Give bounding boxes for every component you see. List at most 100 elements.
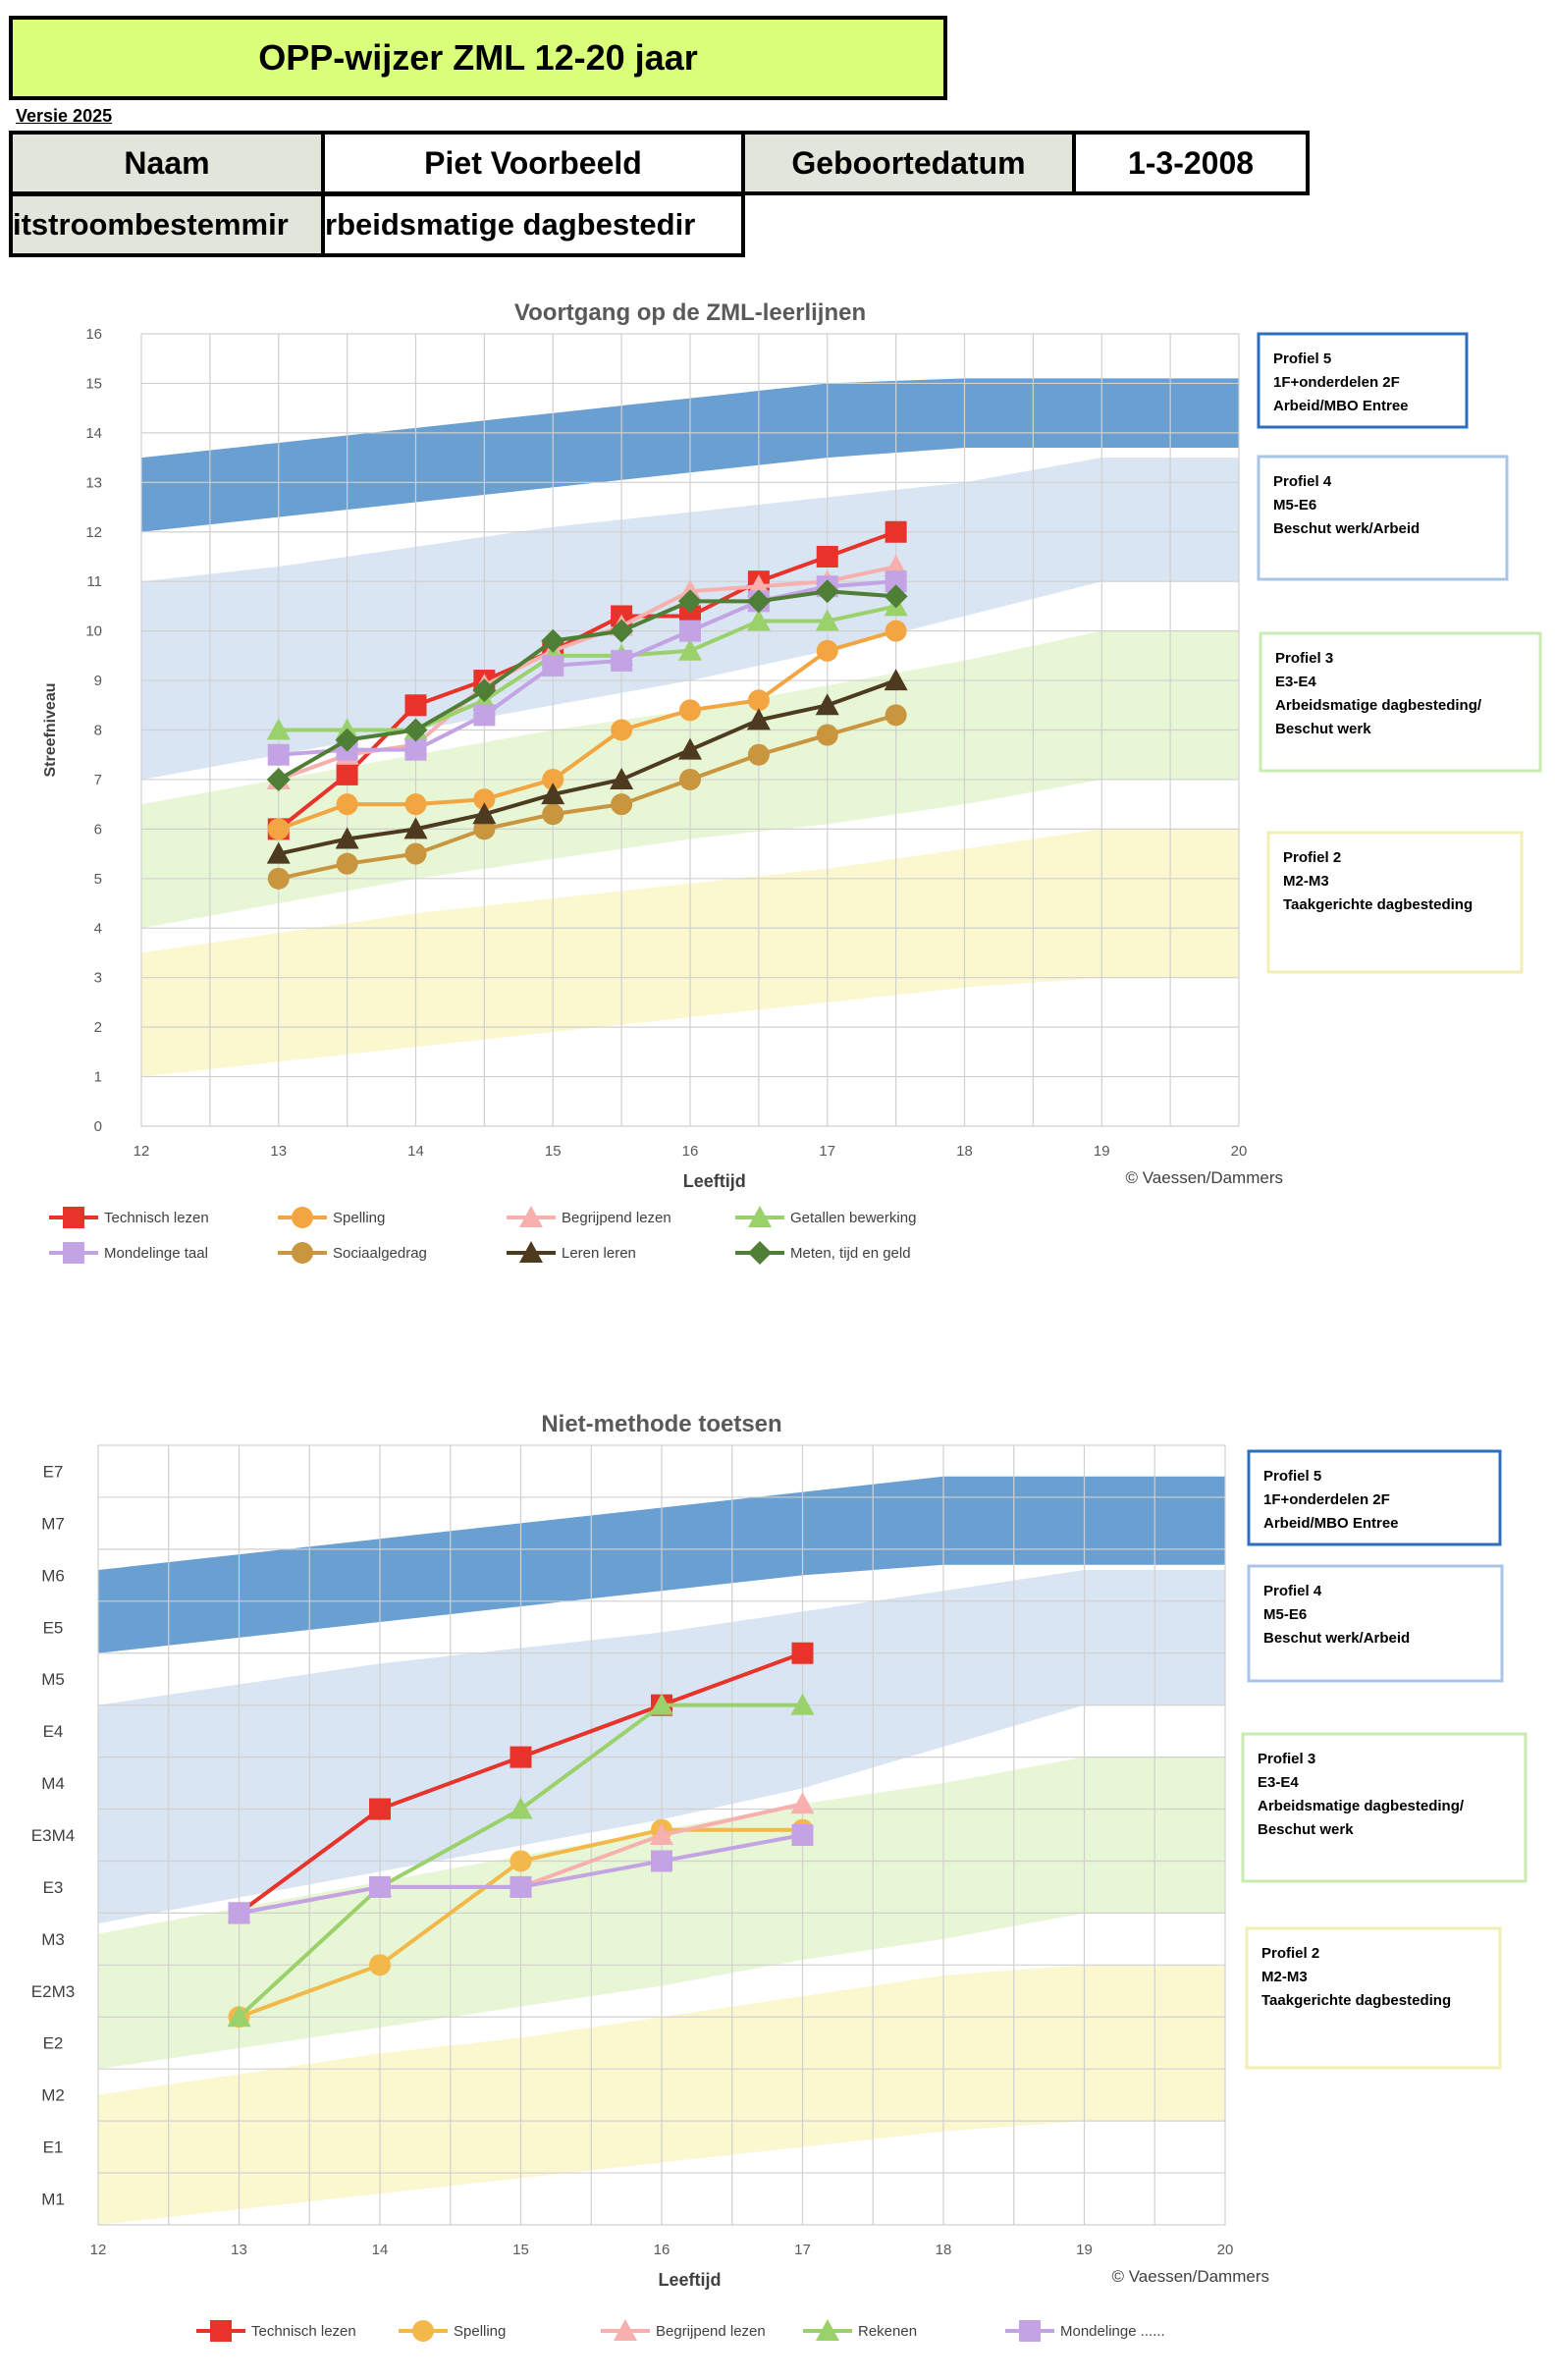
chart-title: Niet-methode toetsen <box>541 1411 781 1437</box>
data-point <box>884 669 908 691</box>
data-point <box>815 693 839 716</box>
profile-box <box>1257 455 1509 581</box>
series-7 <box>266 669 908 864</box>
legend-entry: Getallen bewerking <box>735 1206 916 1227</box>
legend-label: Technisch lezen <box>104 1210 209 1226</box>
profile-box-text: Beschut werk <box>1258 1821 1354 1838</box>
y-tick-label: E7 <box>43 1462 64 1481</box>
y-tick-label: E3 <box>43 1878 64 1897</box>
series-5 <box>228 1824 814 1924</box>
data-point <box>885 704 907 727</box>
credit-label: © Vaessen/Dammers <box>1111 2267 1269 2286</box>
data-point <box>815 579 839 604</box>
data-point <box>509 1875 532 1898</box>
data-point <box>747 689 770 712</box>
data-point <box>335 728 359 752</box>
data-point <box>885 620 907 642</box>
data-point <box>369 1798 391 1820</box>
data-point <box>791 1824 814 1846</box>
profile-box-text: M2-M3 <box>1261 1969 1308 1985</box>
data-point <box>790 1693 815 1715</box>
y-tick-label: 11 <box>86 573 102 590</box>
data-point <box>473 788 496 811</box>
profile-box-text: Arbeidsmatige dagbesteding/ <box>1258 1798 1465 1814</box>
profile-box-text: M5-E6 <box>1263 1606 1307 1623</box>
data-point <box>403 718 428 742</box>
x-tick-label: 17 <box>819 1143 835 1160</box>
y-tick-label: 13 <box>85 474 102 491</box>
profile-box <box>1266 831 1524 974</box>
data-point <box>611 649 633 672</box>
profile-box <box>1257 332 1469 429</box>
x-tick-label: 14 <box>372 2242 389 2258</box>
profile-box-text: Profiel 3 <box>1275 650 1333 667</box>
legend-swatch-marker <box>63 1242 84 1264</box>
series-line <box>278 628 897 832</box>
y-tick-label: 4 <box>94 920 102 937</box>
data-point <box>266 718 291 740</box>
legend-entry: Mondelinge taal <box>49 1242 208 1264</box>
x-tick-label: 17 <box>794 2242 811 2258</box>
legend-swatch-marker <box>292 1207 313 1228</box>
y-tick-label: 14 <box>85 425 102 442</box>
profile-box <box>1245 1926 1502 2070</box>
y-tick-label: E1 <box>43 2138 64 2157</box>
x-tick-label: 13 <box>270 1143 287 1160</box>
legend-label: Mondelinge ...... <box>1060 2323 1165 2340</box>
y-tick-label: 2 <box>94 1019 102 1036</box>
x-tick-label: 15 <box>512 2242 529 2258</box>
data-point <box>747 743 770 766</box>
data-point <box>650 1823 673 1845</box>
y-tick-label: 15 <box>85 375 102 392</box>
legend-entry: Technisch lezen <box>196 2320 356 2342</box>
legend-entry: Begrijpend lezen <box>601 2319 766 2341</box>
data-point <box>473 704 496 727</box>
chart-niet-methode: Niet-methode toetsen 12 13 14 15 16 17 18 19 20 M1… <box>0 1404 1555 2371</box>
data-point <box>369 1875 391 1898</box>
y-tick-label: M7 <box>41 1514 65 1533</box>
legend-swatch-marker <box>816 2319 839 2341</box>
y-tick-label: 9 <box>94 673 102 689</box>
profile-box-text: 1F+onderdelen 2F <box>1263 1491 1390 1508</box>
profile-box-text: Profiel 2 <box>1283 849 1341 866</box>
legend-label: Begrijpend lezen <box>656 2323 766 2340</box>
profile-box-text: 1F+onderdelen 2F <box>1273 374 1400 391</box>
data-point <box>336 793 358 816</box>
legend-swatch-marker <box>292 1242 313 1264</box>
data-point <box>884 584 908 609</box>
legend-entry: Mondelinge ...... <box>1005 2320 1165 2342</box>
profile-box-text: Profiel 5 <box>1263 1468 1321 1485</box>
data-point <box>885 520 907 543</box>
version-label: Versie 2025 <box>16 106 113 126</box>
legend-label: Technisch lezen <box>251 2323 356 2340</box>
series-line <box>277 529 897 831</box>
y-tick-label: M3 <box>41 1930 65 1949</box>
data-point <box>472 678 497 703</box>
x-axis-label: Leeftijd <box>683 1171 746 1191</box>
name-value: Piet Voorbeeld <box>321 131 745 195</box>
legend-label: Spelling <box>454 2323 506 2340</box>
data-point <box>267 743 290 766</box>
y-tick-label: 7 <box>94 772 102 788</box>
profile-box-text: Arbeid/MBO Entree <box>1273 398 1409 414</box>
y-tick-label: 10 <box>85 623 102 640</box>
data-point <box>610 619 634 643</box>
data-point <box>791 1642 814 1664</box>
data-point <box>404 842 427 865</box>
y-tick-label: E5 <box>43 1618 64 1637</box>
data-point <box>815 609 839 631</box>
data-point <box>542 803 564 826</box>
data-point <box>509 1746 532 1768</box>
legend-swatch-marker <box>412 2320 434 2342</box>
profile-box-text: Beschut werk/Arbeid <box>1263 1630 1410 1647</box>
legend-label: Getallen bewerking <box>790 1210 916 1226</box>
legend-swatch-marker <box>748 1206 772 1227</box>
data-point <box>541 628 565 653</box>
legend-label: Sociaalgedrag <box>333 1245 427 1262</box>
data-point <box>746 609 771 631</box>
profile-box-text: Beschut werk/Arbeid <box>1273 520 1420 537</box>
legend-entry: Technisch lezen <box>49 1207 209 1228</box>
y-tick-label: M4 <box>41 1774 65 1793</box>
data-point <box>335 827 359 849</box>
y-tick-label: 3 <box>94 970 102 987</box>
